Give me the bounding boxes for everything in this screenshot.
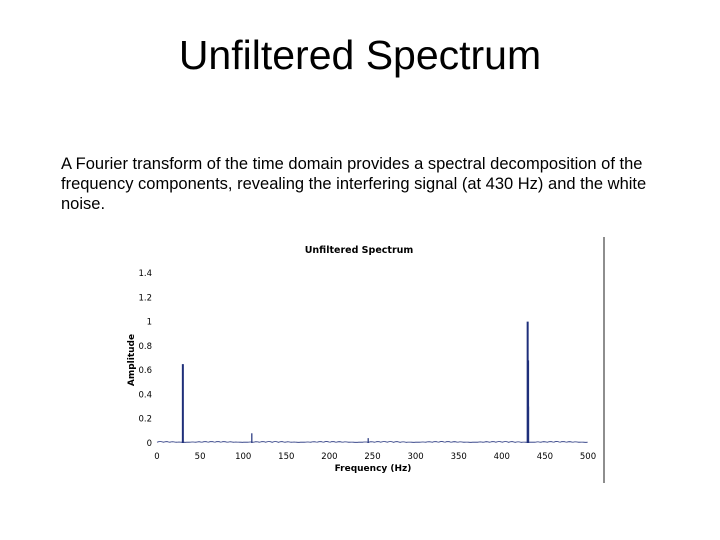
x-tick-label: 300 [407,452,423,462]
y-tick-label: 0.4 [138,390,152,400]
x-tick-label: 350 [451,452,467,462]
y-tick-label: 0.2 [138,415,152,425]
y-axis-label: Amplitude [127,334,137,386]
y-tick-label: 0 [147,439,152,449]
x-tick-label: 150 [278,452,294,462]
y-tick-label: 1.4 [138,269,152,279]
slide-title: Unfiltered Spectrum [178,32,542,78]
x-tick-label: 400 [494,452,510,462]
y-tick-label: 1 [147,318,152,328]
x-tick-label: 0 [154,452,159,462]
x-tick-label: 50 [195,452,206,462]
x-tick-label: 450 [537,452,553,462]
spectrum-chart: Unfiltered Spectrum Amplitude Frequency … [127,237,605,483]
slide-body-text: A Fourier transform of the time domain p… [61,155,647,213]
y-tick-label: 1.2 [138,293,152,303]
x-axis-label: Frequency (Hz) [335,464,412,474]
x-tick-label: 500 [580,452,596,462]
x-tick-label: 200 [321,452,337,462]
y-tick-label: 0.8 [138,342,152,352]
noise-floor-trace [156,441,588,443]
x-tick-label: 250 [364,452,380,462]
x-tick-label: 100 [235,452,251,462]
chart-title: Unfiltered Spectrum [305,245,414,256]
y-tick-label: 0.6 [138,366,152,376]
